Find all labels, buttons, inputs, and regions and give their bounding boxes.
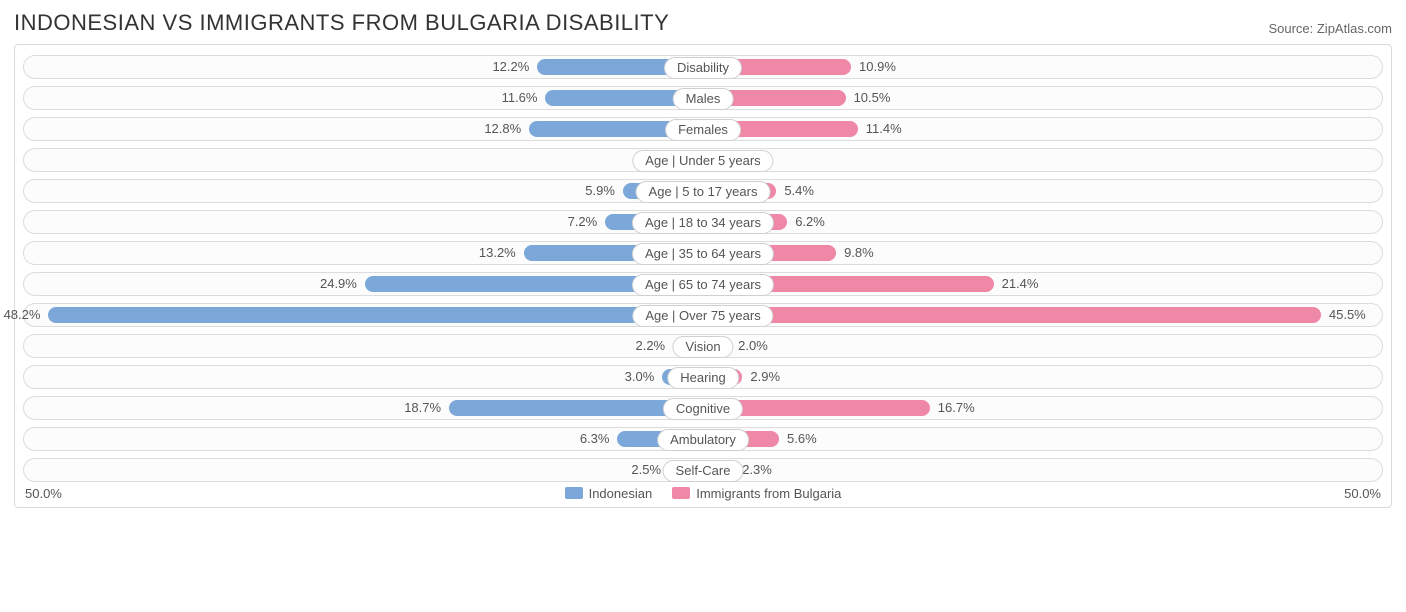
chart-row: 13.2% 9.8% Age | 35 to 64 years: [23, 241, 1383, 265]
axis-max-right: 50.0%: [1344, 486, 1381, 501]
value-label-left: 2.2%: [635, 335, 665, 357]
legend-item-immigrants-bulgaria: Immigrants from Bulgaria: [672, 486, 841, 501]
chart-row: 2.2% 2.0%Vision: [23, 334, 1383, 358]
legend-swatch-right: [672, 487, 690, 499]
value-label-right: 21.4%: [1002, 273, 1039, 295]
value-label-left: 6.3%: [580, 428, 610, 450]
category-label: Vision: [672, 336, 733, 358]
category-label: Cognitive: [663, 398, 743, 420]
value-label-left: 2.5%: [631, 459, 661, 481]
value-label-left: 5.9%: [585, 180, 615, 202]
value-label-right: 10.9%: [859, 56, 896, 78]
bar-indonesian: [48, 307, 703, 323]
value-label-right: 5.4%: [784, 180, 814, 202]
value-label-right: 45.5%: [1329, 304, 1366, 326]
category-label: Age | Over 75 years: [632, 305, 773, 327]
category-label: Disability: [664, 57, 742, 79]
value-label-right: 10.5%: [854, 87, 891, 109]
value-label-right: 11.4%: [866, 118, 902, 140]
chart-row: 1.2%1.1%Age | Under 5 years: [23, 148, 1383, 172]
value-label-right: 6.2%: [795, 211, 825, 233]
chart-row: 11.6% 10.5% Males: [23, 86, 1383, 110]
axis-max-left: 50.0%: [25, 486, 62, 501]
chart-rows: 12.2% 10.9% Disability 11.6% 10.5% Males 12.8%…: [17, 55, 1389, 482]
value-label-left: 7.2%: [568, 211, 598, 233]
value-label-right: 2.0%: [738, 335, 768, 357]
chart-row: 12.2% 10.9% Disability: [23, 55, 1383, 79]
category-label: Age | 35 to 64 years: [632, 243, 774, 265]
category-label: Age | 18 to 34 years: [632, 212, 774, 234]
source-prefix: Source:: [1268, 21, 1316, 36]
legend-swatch-left: [565, 487, 583, 499]
value-label-left: 24.9%: [320, 273, 357, 295]
chart-footer: 50.0% Indonesian Immigrants from Bulgari…: [25, 486, 1381, 501]
legend-label-right: Immigrants from Bulgaria: [696, 486, 841, 501]
chart-row: 5.9% 5.4% Age | 5 to 17 years: [23, 179, 1383, 203]
category-label: Females: [665, 119, 741, 141]
value-label-left: 48.2%: [4, 304, 41, 326]
legend-item-indonesian: Indonesian: [565, 486, 653, 501]
value-label-left: 12.8%: [484, 118, 521, 140]
category-label: Ambulatory: [657, 429, 749, 451]
chart-row: 7.2% 6.2% Age | 18 to 34 years: [23, 210, 1383, 234]
value-label-right: 9.8%: [844, 242, 874, 264]
category-label: Males: [673, 88, 734, 110]
chart-title: INDONESIAN VS IMMIGRANTS FROM BULGARIA D…: [14, 10, 669, 36]
chart-row: 12.8% 11.4% Females: [23, 117, 1383, 141]
category-label: Age | 5 to 17 years: [636, 181, 771, 203]
chart-row: 24.9% 21.4% Age | 65 to 74 years: [23, 272, 1383, 296]
bar-immigrants-bulgaria: [703, 307, 1321, 323]
value-label-left: 12.2%: [492, 56, 529, 78]
chart-row: 48.2%45.5%Age | Over 75 years: [23, 303, 1383, 327]
value-label-left: 18.7%: [404, 397, 441, 419]
chart-row: 3.0% 2.9% Hearing: [23, 365, 1383, 389]
chart-row: 2.5% 2.3%Self-Care: [23, 458, 1383, 482]
value-label-left: 3.0%: [625, 366, 655, 388]
category-label: Age | Under 5 years: [632, 150, 773, 172]
category-label: Age | 65 to 74 years: [632, 274, 774, 296]
category-label: Self-Care: [663, 460, 744, 482]
chart-source: Source: ZipAtlas.com: [1268, 21, 1392, 36]
value-label-left: 11.6%: [502, 87, 538, 109]
chart-header: INDONESIAN VS IMMIGRANTS FROM BULGARIA D…: [14, 10, 1392, 36]
chart-row: 6.3% 5.6% Ambulatory: [23, 427, 1383, 451]
value-label-right: 2.3%: [742, 459, 772, 481]
chart-legend: Indonesian Immigrants from Bulgaria: [62, 486, 1344, 501]
value-label-left: 13.2%: [479, 242, 516, 264]
value-label-right: 5.6%: [787, 428, 817, 450]
chart-row: 18.7% 16.7% Cognitive: [23, 396, 1383, 420]
legend-label-left: Indonesian: [589, 486, 653, 501]
value-label-right: 16.7%: [938, 397, 975, 419]
category-label: Hearing: [667, 367, 739, 389]
value-label-right: 2.9%: [750, 366, 780, 388]
chart-frame: 12.2% 10.9% Disability 11.6% 10.5% Males 12.8%…: [14, 44, 1392, 508]
source-name: ZipAtlas.com: [1317, 21, 1392, 36]
